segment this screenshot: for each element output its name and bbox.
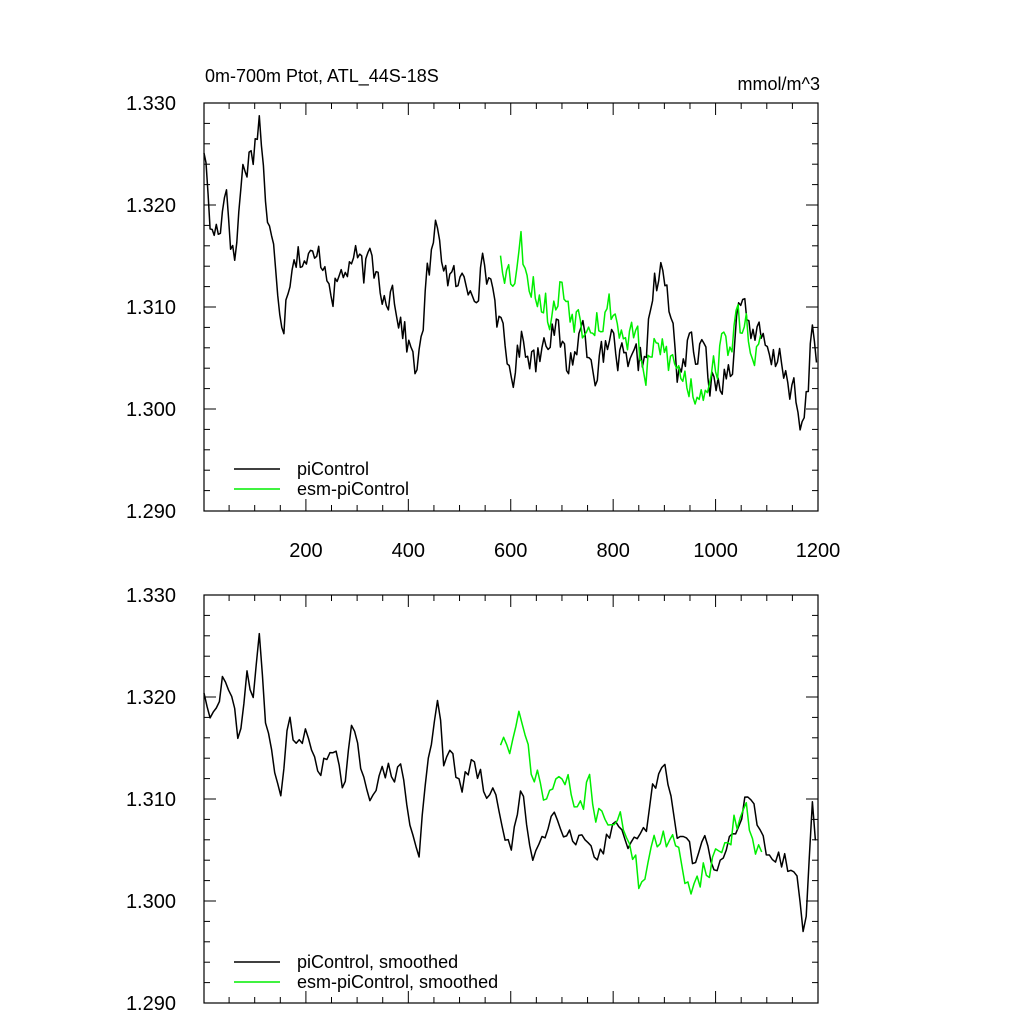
legend-label: piControl, smoothed <box>297 952 458 972</box>
series-line-picontrol <box>203 114 818 431</box>
legend-label: esm-piControl <box>297 479 409 499</box>
series-line-esm-picontrol <box>499 710 763 895</box>
panel-bottom: 1.290 1.300 1.310 1.320 1.330 piControl, smoo… <box>126 585 819 1015</box>
y-tick-label: 1.290 <box>126 501 176 523</box>
x-tick-label: 800 <box>596 540 629 562</box>
y-tick-label: 1.330 <box>126 585 176 607</box>
y-tick-label: 1.310 <box>126 297 176 319</box>
panel-top: 0m-700m Ptot, ATL_44S-18S mmol/m^3 1.290… <box>126 66 840 562</box>
series-line-esm-picontrol <box>499 230 762 405</box>
y-tick-label: 1.320 <box>126 195 176 217</box>
y-tick-label: 1.290 <box>126 993 176 1015</box>
y-tick-label: 1.330 <box>126 93 176 115</box>
x-tick-label: 200 <box>289 540 322 562</box>
plot-frame <box>203 102 819 512</box>
units-label: mmol/m^3 <box>738 74 820 94</box>
plot-frame <box>203 594 819 1004</box>
series-line-picontrol <box>203 632 817 933</box>
x-tick-label: 1200 <box>796 540 841 562</box>
chart-title: 0m-700m Ptot, ATL_44S-18S <box>205 66 439 87</box>
y-tick-label: 1.320 <box>126 687 176 709</box>
x-tick-label: 1000 <box>693 540 738 562</box>
legend-label: esm-piControl, smoothed <box>297 972 498 992</box>
x-tick-label: 600 <box>494 540 527 562</box>
y-tick-label: 1.300 <box>126 399 176 421</box>
x-tick-label: 400 <box>392 540 425 562</box>
legend-label: piControl <box>297 459 369 479</box>
y-tick-label: 1.310 <box>126 789 176 811</box>
y-tick-label: 1.300 <box>126 891 176 913</box>
